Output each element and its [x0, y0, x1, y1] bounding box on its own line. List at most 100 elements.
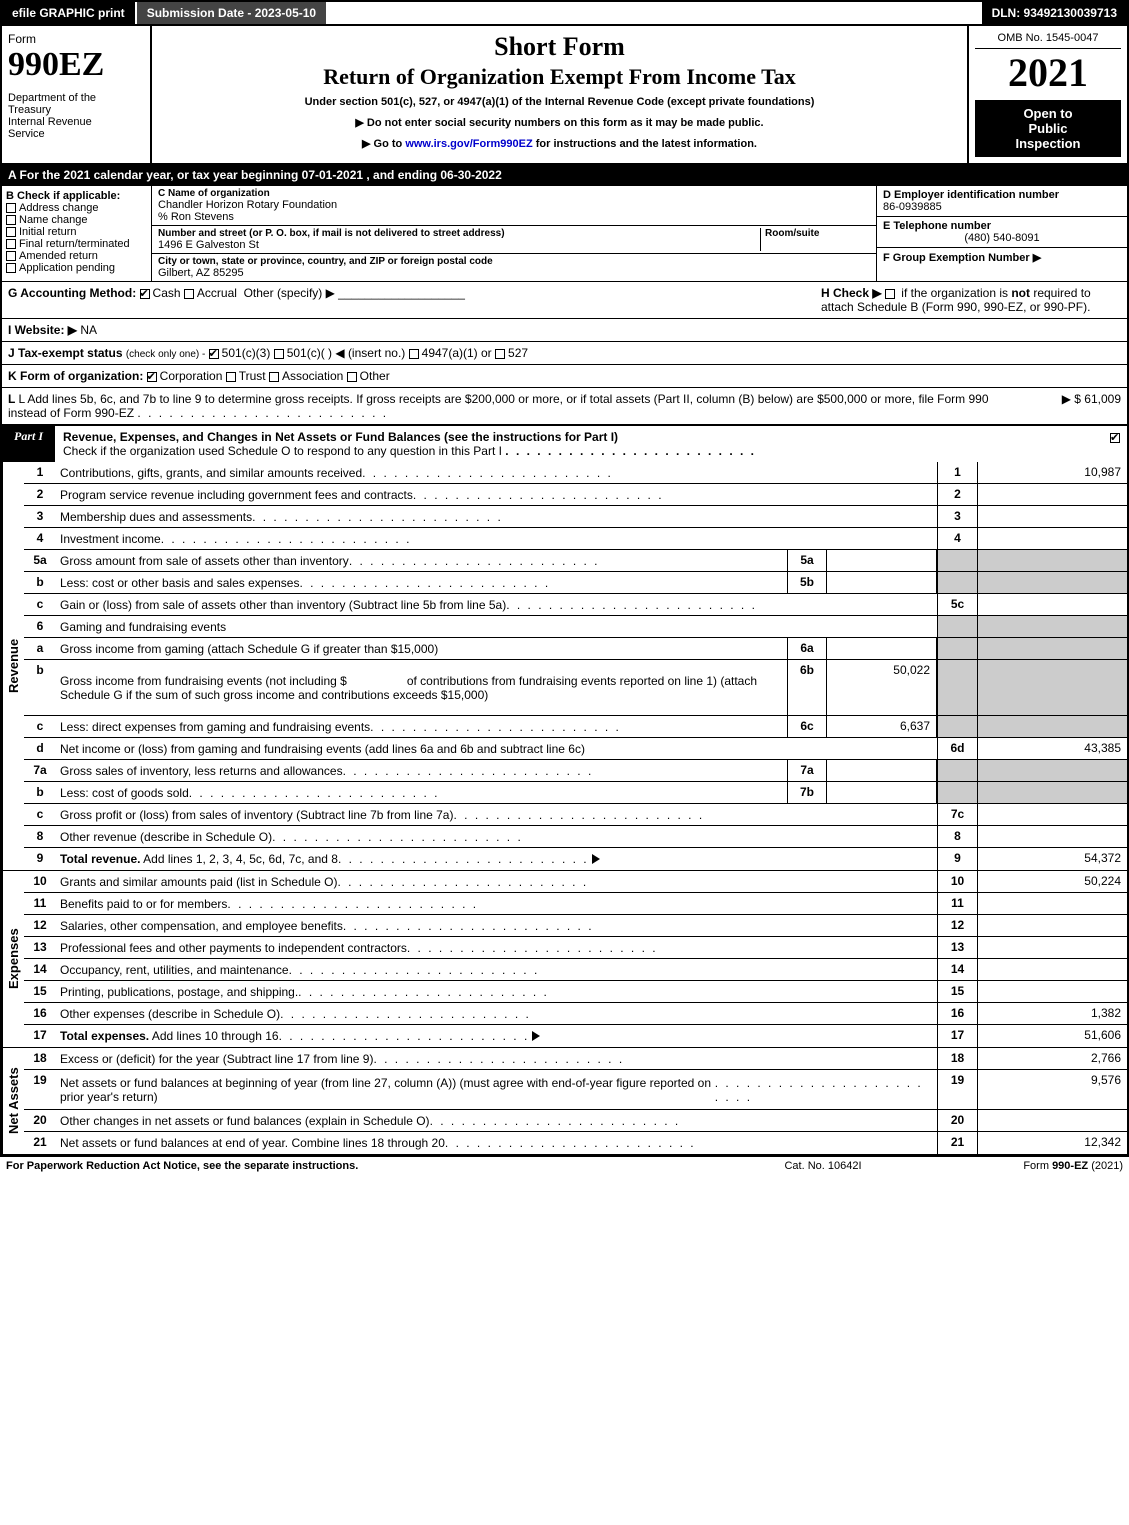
line1-desc: Contributions, gifts, grants, and simila…: [60, 466, 362, 480]
line7c-desc: Gross profit or (loss) from sales of inv…: [60, 808, 453, 822]
revenue-body: 1Contributions, gifts, grants, and simil…: [24, 462, 1127, 870]
omb-number: OMB No. 1545-0047: [975, 32, 1121, 49]
care-of: % Ron Stevens: [158, 211, 870, 223]
j-sub: (check only one) -: [126, 349, 205, 360]
checkbox-assoc[interactable]: [269, 372, 279, 382]
checkbox-other[interactable]: [347, 372, 357, 382]
line14-desc: Occupancy, rent, utilities, and maintena…: [60, 963, 289, 977]
row-j: J Tax-exempt status (check only one) - 5…: [0, 342, 1129, 365]
checkbox-address[interactable]: [6, 203, 16, 213]
line5b-sub: 5b: [787, 572, 827, 593]
header-right: OMB No. 1545-0047 2021 Open to Public In…: [967, 26, 1127, 163]
line5b-desc: Less: cost or other basis and sales expe…: [60, 576, 299, 590]
section-bcd: B Check if applicable: Address change Na…: [0, 186, 1129, 282]
j-opt2: 501(c)( ) ◀ (insert no.): [287, 346, 406, 360]
line8-desc: Other revenue (describe in Schedule O): [60, 830, 272, 844]
checkbox-corp[interactable]: [147, 372, 157, 382]
line6c-sub: 6c: [787, 716, 827, 737]
line7c-val: [977, 804, 1127, 825]
checkbox-amended[interactable]: [6, 251, 16, 261]
part1-checkcell: [1106, 425, 1127, 462]
line7b-subval: [827, 782, 937, 803]
line3-val: [977, 506, 1127, 527]
expenses-side-label: Expenses: [2, 871, 24, 1047]
checkbox-final[interactable]: [6, 239, 16, 249]
org-name: Chandler Horizon Rotary Foundation: [158, 199, 870, 211]
k-other: Other: [360, 369, 390, 383]
checkbox-part1-o[interactable]: [1110, 433, 1120, 443]
line5c-desc: Gain or (loss) from sale of assets other…: [60, 598, 506, 612]
line7b-desc: Less: cost of goods sold: [60, 786, 189, 800]
checkbox-initial[interactable]: [6, 227, 16, 237]
b-label: Application pending: [19, 262, 115, 274]
checkbox-527[interactable]: [495, 349, 505, 359]
tax-year: 2021: [975, 49, 1121, 96]
form-header: Form 990EZ Department of theTreasuryInte…: [0, 26, 1129, 165]
line6d-val: 43,385: [977, 738, 1127, 759]
ein-label: D Employer identification number: [883, 189, 1121, 201]
header-left: Form 990EZ Department of theTreasuryInte…: [2, 26, 152, 163]
row-g: G Accounting Method: Cash Accrual Other …: [8, 286, 821, 314]
checkbox-4947[interactable]: [409, 349, 419, 359]
no-ssn-line: ▶ Do not enter social security numbers o…: [158, 116, 961, 129]
open-line1: Open to: [979, 106, 1117, 121]
netassets-body: 18Excess or (deficit) for the year (Subt…: [24, 1048, 1127, 1154]
g-label: G Accounting Method:: [8, 286, 136, 300]
checkbox-accrual[interactable]: [184, 289, 194, 299]
efile-label[interactable]: efile GRAPHIC print: [2, 2, 135, 24]
line18-val: 2,766: [977, 1048, 1127, 1069]
checkbox-501c[interactable]: [274, 349, 284, 359]
checkbox-h[interactable]: [885, 289, 895, 299]
ein-value: 86-0939885: [883, 201, 1121, 213]
line17-desc: Total expenses. Add lines 10 through 16: [60, 1029, 279, 1043]
short-form-title: Short Form: [158, 32, 961, 62]
row-k: K Form of organization: Corporation Trus…: [0, 365, 1129, 388]
line6a-subval: [827, 638, 937, 659]
checkbox-cash[interactable]: [140, 289, 150, 299]
line15-desc: Printing, publications, postage, and shi…: [60, 985, 298, 999]
d-group-row: F Group Exemption Number ▶: [877, 248, 1127, 267]
line6d-desc: Net income or (loss) from gaming and fun…: [60, 742, 585, 756]
line6b-sub: 6b: [787, 660, 827, 715]
line6-desc: Gaming and fundraising events: [60, 620, 226, 634]
b-item: Final return/terminated: [6, 238, 147, 250]
line12-desc: Salaries, other compensation, and employ…: [60, 919, 343, 933]
j-opt1: 501(c)(3): [222, 346, 271, 360]
k-assoc: Association: [282, 369, 343, 383]
d-ein-row: D Employer identification number 86-0939…: [877, 186, 1127, 217]
open-public-box: Open to Public Inspection: [975, 100, 1121, 157]
b-label: Address change: [19, 202, 99, 214]
checkbox-trust[interactable]: [226, 372, 236, 382]
street: 1496 E Galveston St: [158, 239, 760, 251]
arrow-icon: [592, 854, 600, 864]
line20-desc: Other changes in net assets or fund bala…: [60, 1114, 430, 1128]
part1-sub: Check if the organization used Schedule …: [63, 444, 502, 458]
netassets-section: Net Assets 18Excess or (deficit) for the…: [0, 1048, 1129, 1156]
footer-mid: Cat. No. 10642I: [723, 1160, 923, 1172]
page-footer: For Paperwork Reduction Act Notice, see …: [0, 1156, 1129, 1175]
checkbox-501c3[interactable]: [209, 349, 219, 359]
line8-val: [977, 826, 1127, 847]
k-trust: Trust: [239, 369, 266, 383]
arrow-icon: [532, 1031, 540, 1041]
checkbox-name[interactable]: [6, 215, 16, 225]
c-name-row: C Name of organization Chandler Horizon …: [152, 186, 876, 226]
dln-label: DLN: 93492130039713: [982, 2, 1127, 24]
c-street-label: Number and street (or P. O. box, if mail…: [158, 228, 760, 239]
line6c-subval: 6,637: [827, 716, 937, 737]
checkbox-pending[interactable]: [6, 263, 16, 273]
j-opt4: 527: [508, 346, 528, 360]
line10-desc: Grants and similar amounts paid (list in…: [60, 875, 337, 889]
b-item: Initial return: [6, 226, 147, 238]
header-mid: Short Form Return of Organization Exempt…: [152, 26, 967, 163]
irs-link[interactable]: www.irs.gov/Form990EZ: [405, 138, 532, 150]
b-item: Address change: [6, 202, 147, 214]
col-c-org: C Name of organization Chandler Horizon …: [152, 186, 877, 281]
line7a-subval: [827, 760, 937, 781]
return-title: Return of Organization Exempt From Incom…: [158, 64, 961, 90]
submission-date: Submission Date - 2023-05-10: [135, 2, 326, 24]
b-label: Final return/terminated: [19, 238, 130, 250]
topbar-spacer: [326, 2, 981, 24]
footer-right: Form 990-EZ (2021): [923, 1160, 1123, 1172]
form-number: 990EZ: [8, 46, 144, 84]
